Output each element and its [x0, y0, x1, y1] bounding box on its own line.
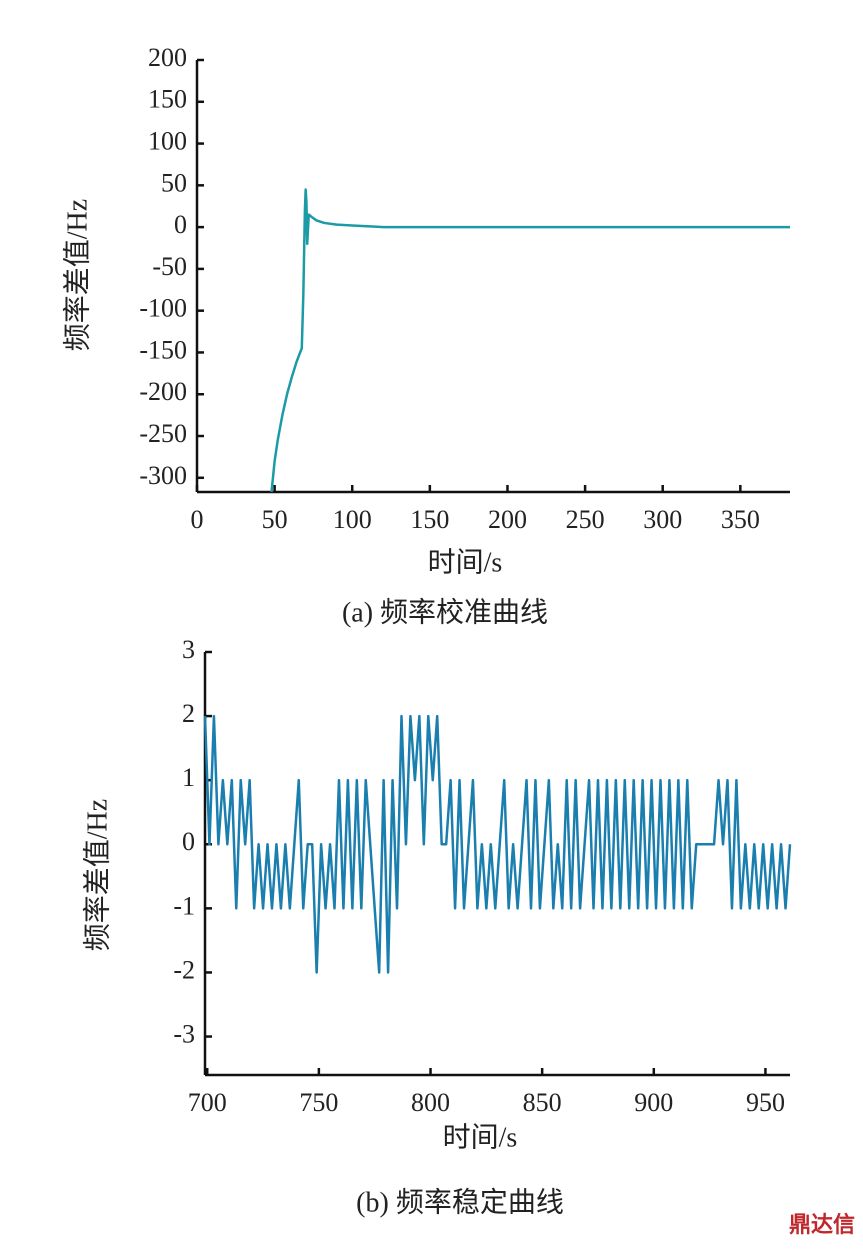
x-tick-label: 350 [721, 505, 760, 534]
y-tick-label: 200 [148, 43, 187, 72]
y-tick-label: -3 [173, 1020, 195, 1049]
x-tick-label: 700 [188, 1088, 227, 1117]
x-tick-label: 950 [746, 1088, 785, 1117]
y-tick-label: -150 [139, 335, 187, 364]
x-tick-label: 150 [410, 505, 449, 534]
x-tick-label: 800 [411, 1088, 450, 1117]
y-tick-label: -200 [139, 377, 187, 406]
y-tick-label: -1 [173, 891, 195, 920]
y-tick-label: -300 [139, 461, 187, 490]
caption: (b) 频率稳定曲线 [356, 1186, 564, 1218]
x-axis-label: 时间/s [443, 1121, 518, 1153]
y-tick-label: 0 [182, 827, 195, 856]
x-tick-label: 0 [191, 505, 204, 534]
caption: (a) 频率校准曲线 [342, 596, 548, 628]
y-tick-label: 2 [182, 699, 195, 728]
y-tick-label: -100 [139, 294, 187, 323]
y-tick-label: -50 [152, 252, 187, 281]
y-tick-label: 150 [148, 85, 187, 114]
x-tick-label: 900 [634, 1088, 673, 1117]
x-tick-label: 100 [333, 505, 372, 534]
y-tick-label: 1 [182, 763, 195, 792]
x-tick-label: 300 [643, 505, 682, 534]
y-axis-label: 频率差值/Hz [61, 199, 93, 351]
watermark: 鼎达信 [789, 1212, 855, 1238]
x-tick-label: 250 [566, 505, 605, 534]
y-tick-label: 3 [182, 635, 195, 664]
data-line [270, 188, 790, 493]
data-line [203, 714, 792, 974]
y-tick-label: -250 [139, 419, 187, 448]
y-axis-label: 频率差值/Hz [81, 799, 113, 951]
x-axis-label: 时间/s [428, 546, 503, 578]
x-tick-label: 50 [262, 505, 288, 534]
y-tick-label: -2 [173, 955, 195, 984]
x-tick-label: 850 [523, 1088, 562, 1117]
y-tick-label: 50 [161, 168, 187, 197]
x-tick-label: 750 [299, 1088, 338, 1117]
x-tick-label: 200 [488, 505, 527, 534]
y-tick-label: 100 [148, 127, 187, 156]
y-tick-label: 0 [174, 210, 187, 239]
